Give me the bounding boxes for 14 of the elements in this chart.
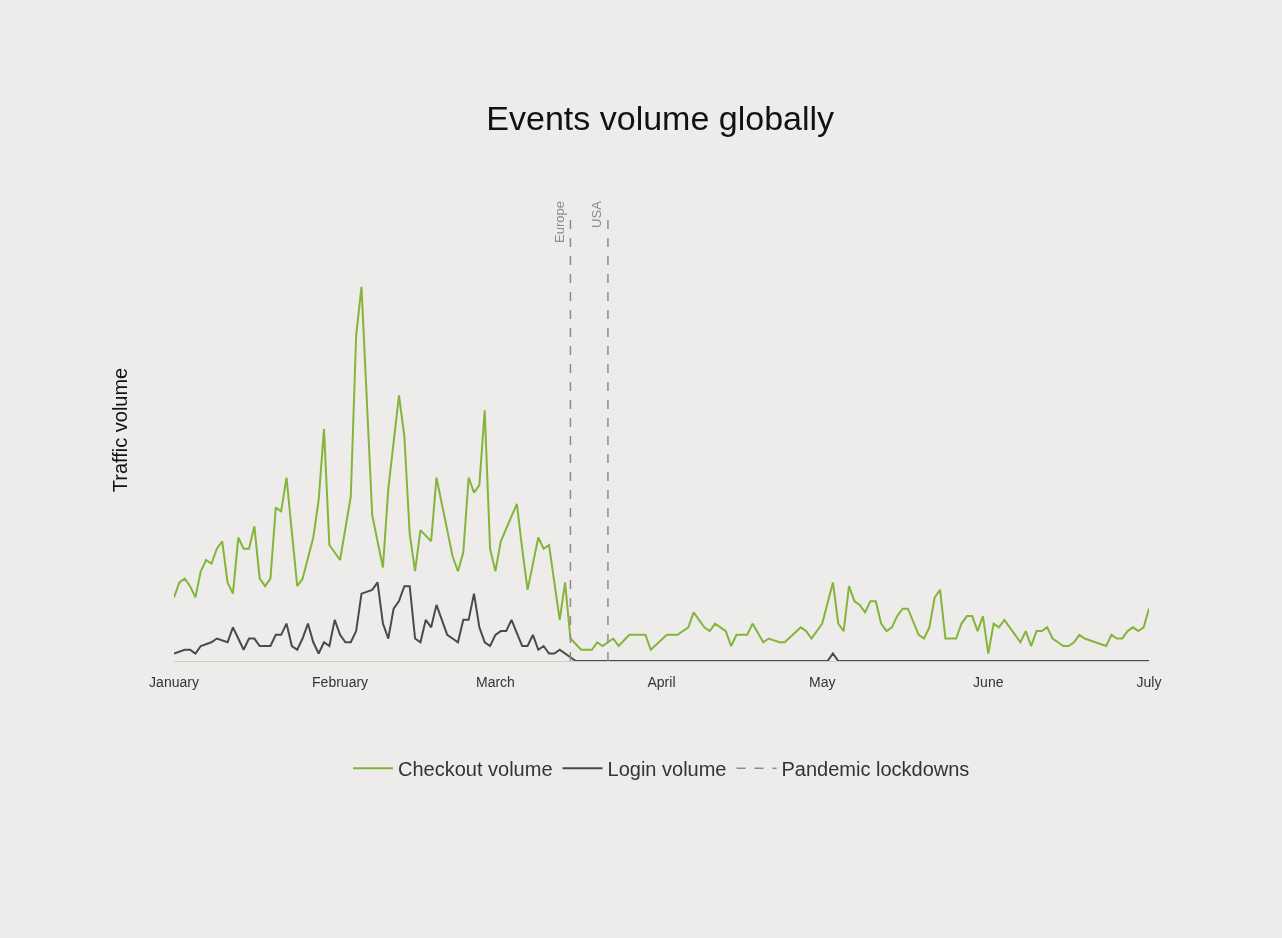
x-tick-label: June (973, 673, 1004, 690)
ref-line-label: Europe (551, 201, 567, 243)
y-axis-title: Traffic volume (108, 367, 131, 493)
chart-title: Events volume globally (486, 98, 835, 137)
x-tick-label: January (149, 673, 199, 690)
x-tick-label: July (1136, 673, 1162, 690)
legend-label: Login volume (607, 758, 727, 781)
x-tick-label: March (475, 673, 515, 690)
x-tick-label: February (312, 673, 369, 690)
x-tick-label: April (647, 673, 676, 690)
legend-label: Checkout volume (398, 758, 553, 781)
text: Pandemic lockdowns (781, 758, 970, 781)
x-tick-label: May (808, 673, 836, 690)
ref-line-label: USA (588, 200, 604, 228)
